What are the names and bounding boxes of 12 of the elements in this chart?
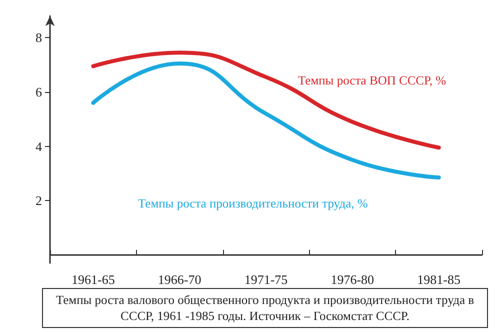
y-tick-label: 2 <box>36 193 42 208</box>
text: Темпы роста валового общественного продукта и производительности труда в СССР, 1961 -1985 годы. Источник – Госкомстат СССР. <box>42 288 488 328</box>
x-tick-label: 1971-75 <box>244 272 288 287</box>
x-tick-label: 1961-65 <box>72 272 115 287</box>
y-tick-label: 8 <box>36 30 42 46</box>
x-tick-label: 1976-80 <box>330 272 374 287</box>
series-label: Темпы роста ВОП СССР, % <box>298 74 446 88</box>
y-tick-label: 4 <box>36 138 42 154</box>
y-tick-label: 6 <box>36 84 42 100</box>
text: Темпы роста производительности труда, % <box>138 196 368 210</box>
x-tick-label: 1966-70 <box>158 272 202 287</box>
x-tick-label: 1981-85 <box>417 272 460 287</box>
